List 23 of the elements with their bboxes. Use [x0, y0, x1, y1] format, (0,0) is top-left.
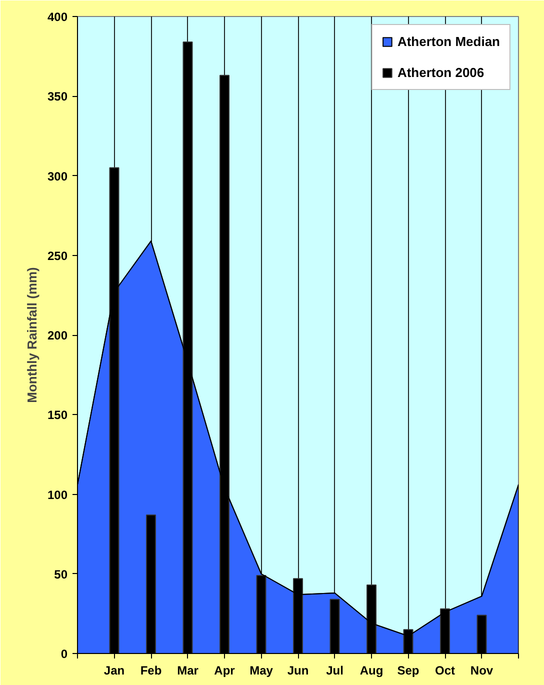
x-tick-label: Feb [140, 664, 162, 678]
y-tick-label: 150 [47, 408, 68, 422]
y-tick-label: 0 [60, 647, 68, 661]
legend-label: Atherton 2006 [397, 65, 484, 80]
legend-label: Atherton Median [397, 34, 500, 49]
y-tick-label: 400 [47, 10, 68, 24]
x-tick-label: Jan [104, 664, 125, 678]
y-tick-label: 300 [47, 169, 68, 184]
x-tick-label: Aug [360, 664, 384, 678]
x-tick-label: Nov [470, 664, 494, 678]
x-tick-label: May [250, 664, 274, 678]
y-tick-label: 100 [47, 488, 68, 502]
x-tick-label: Oct [435, 664, 456, 678]
y-tick-label: 200 [47, 328, 68, 342]
y-tick-label: 250 [47, 248, 68, 263]
y-tick-label: 350 [47, 90, 68, 104]
y-tick-label: 50 [54, 567, 68, 582]
x-tick-label: Mar [177, 664, 199, 678]
x-tick-label: Jun [287, 664, 309, 678]
x-tick-label: Sep [397, 664, 420, 678]
x-tick-label: Jul [326, 664, 344, 678]
y-axis-title: Monthly Rainfall (mm) [24, 267, 40, 403]
x-tick-label: Apr [214, 664, 236, 678]
